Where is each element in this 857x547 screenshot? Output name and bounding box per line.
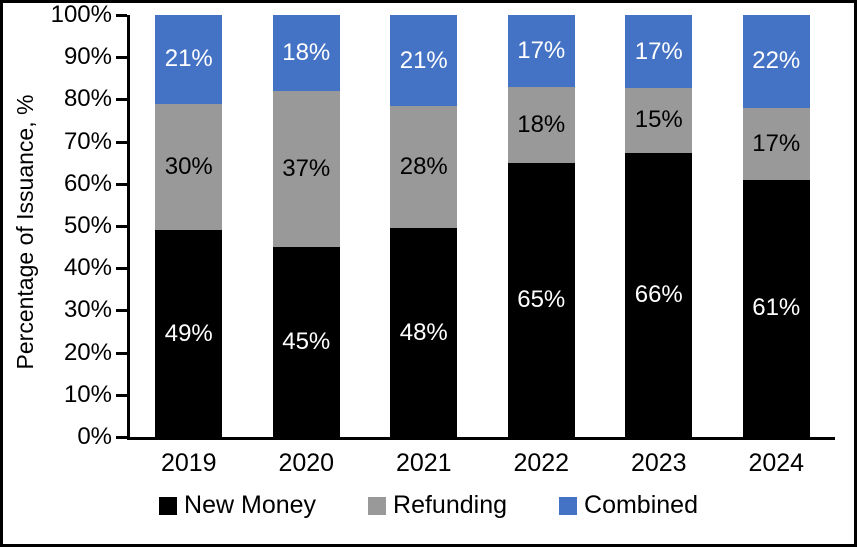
segment-new-money-2023: 66%: [625, 152, 693, 437]
y-tick-label: 90%: [63, 43, 112, 71]
legend-label: Refunding: [393, 491, 508, 519]
legend-label: Combined: [584, 491, 698, 519]
legend-item-new-money: New Money: [159, 491, 316, 520]
x-label-2024: 2024: [748, 449, 805, 477]
x-label-2020: 2020: [278, 449, 335, 477]
bar-2024: 22% 17% 61%: [742, 15, 810, 437]
y-tick-label: 60%: [63, 169, 112, 197]
bar-slot-2024: 22% 17% 61%: [718, 15, 836, 437]
x-label-2019: 2019: [160, 449, 217, 477]
segment-value-label: 15%: [634, 106, 683, 134]
y-tick-mark: [116, 14, 127, 17]
segment-refunding-2020: 37%: [272, 90, 340, 248]
x-label-2023: 2023: [630, 449, 687, 477]
segment-refunding-2019: 30%: [155, 103, 223, 231]
segment-combined-2023: 17%: [625, 15, 693, 89]
segment-new-money-2020: 45%: [272, 247, 340, 437]
segment-value-label: 48%: [399, 318, 448, 346]
x-label-2021: 2021: [395, 449, 452, 477]
segment-value-label: 49%: [164, 319, 213, 347]
bar-slot-2021: 21% 28% 48%: [365, 15, 483, 437]
y-tick-label: 40%: [63, 254, 112, 282]
bar-slot-2022: 17% 18% 65%: [483, 15, 601, 437]
y-tick-mark: [116, 225, 127, 228]
bar-2019: 21% 30% 49%: [155, 15, 223, 437]
y-tick-mark: [116, 309, 127, 313]
y-tick-mark: [116, 267, 127, 271]
y-tick-mark: [116, 436, 127, 439]
segment-value-label: 61%: [752, 294, 801, 322]
bar-2023: 17% 15% 66%: [625, 15, 693, 437]
segment-value-label: 18%: [282, 38, 331, 66]
y-tick-label: 50%: [63, 212, 112, 239]
segment-value-label: 21%: [399, 46, 448, 74]
segment-value-label: 30%: [164, 152, 213, 180]
segment-value-label: 18%: [517, 110, 566, 138]
bars-container: 21% 30% 49% 18% 37% 45% 21% 28% 48% 17% 18% 65% 17% 1…: [130, 15, 835, 437]
x-axis-labels: 2019 2020 2021 2022 2023 2024: [130, 449, 835, 478]
legend-item-combined: Combined: [559, 491, 698, 520]
segment-value-label: 66%: [634, 280, 683, 308]
segment-combined-2021: 21%: [390, 15, 458, 107]
segment-refunding-2022: 18%: [507, 86, 575, 163]
segment-combined-2020: 18%: [272, 15, 340, 91]
y-tick-label: 70%: [63, 127, 112, 155]
y-tick-label: 0%: [77, 423, 112, 450]
segment-combined-2022: 17%: [507, 15, 575, 87]
segment-new-money-2024: 61%: [742, 179, 810, 437]
y-tick-mark: [116, 56, 127, 60]
legend-item-refunding: Refunding: [368, 491, 507, 520]
segment-refunding-2021: 28%: [390, 106, 458, 229]
x-label-2022: 2022: [513, 449, 570, 477]
segment-value-label: 28%: [399, 153, 448, 181]
segment-new-money-2019: 49%: [155, 230, 223, 437]
segment-value-label: 17%: [752, 129, 801, 157]
segment-combined-2024: 22%: [742, 15, 810, 108]
y-tick-label: 20%: [63, 338, 112, 366]
bar-slot-2020: 18% 37% 45%: [248, 15, 366, 437]
legend-swatch-icon: [368, 496, 387, 515]
y-tick-mark: [116, 98, 127, 102]
segment-value-label: 17%: [517, 36, 566, 64]
y-tick-label: 10%: [63, 380, 112, 408]
y-tick-mark: [116, 393, 127, 397]
bar-2022: 17% 18% 65%: [507, 15, 575, 437]
legend: New Money Refunding Combined: [3, 491, 854, 520]
segment-refunding-2023: 15%: [625, 88, 693, 153]
segment-value-label: 45%: [282, 328, 331, 356]
bar-2020: 18% 37% 45%: [272, 15, 340, 437]
bar-2021: 21% 28% 48%: [390, 15, 458, 437]
bar-slot-2019: 21% 30% 49%: [130, 15, 248, 437]
segment-refunding-2024: 17%: [742, 107, 810, 180]
segment-new-money-2021: 48%: [390, 228, 458, 437]
y-tick-mark: [116, 351, 127, 355]
y-tick-mark: [116, 140, 127, 144]
segment-combined-2019: 21%: [155, 15, 223, 104]
segment-new-money-2022: 65%: [507, 162, 575, 437]
segment-value-label: 37%: [282, 155, 331, 183]
legend-label: New Money: [184, 491, 317, 519]
y-tick-mark: [116, 182, 127, 186]
segment-value-label: 17%: [634, 37, 683, 65]
legend-swatch-icon: [559, 496, 578, 515]
bar-slot-2023: 17% 15% 66%: [600, 15, 718, 437]
legend-swatch-icon: [159, 496, 178, 515]
y-tick-label: 100%: [50, 1, 112, 28]
y-tick-label: 30%: [63, 296, 112, 324]
segment-value-label: 22%: [752, 47, 801, 75]
y-tick-label: 80%: [63, 85, 112, 113]
segment-value-label: 65%: [517, 285, 566, 313]
plot-area: [127, 15, 835, 440]
segment-value-label: 21%: [164, 45, 213, 73]
